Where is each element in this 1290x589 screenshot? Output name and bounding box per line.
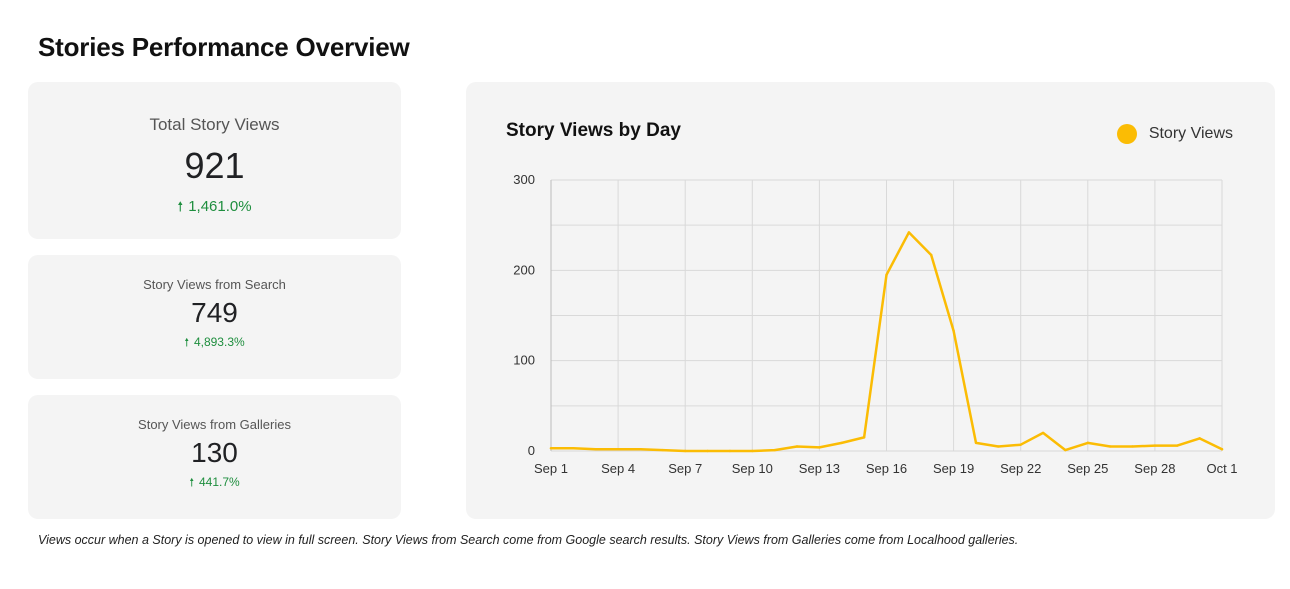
x-tick-label: Oct 1 xyxy=(1206,461,1237,476)
data-point xyxy=(706,449,709,453)
data-point xyxy=(840,441,843,445)
kpi-card-gallery-views: Story Views from Galleries 130 🠕 441.7% xyxy=(28,395,401,519)
data-point xyxy=(1176,444,1179,447)
data-point xyxy=(1198,437,1201,440)
data-point xyxy=(907,231,911,234)
data-point xyxy=(549,447,553,450)
kpi-value: 130 xyxy=(191,437,238,468)
kpi-card-search-views: Story Views from Search 749 🠕 4,893.3% xyxy=(28,255,401,379)
data-point xyxy=(1041,431,1045,435)
arrow-up-icon: 🠕 xyxy=(189,477,194,489)
y-tick-label: 0 xyxy=(528,443,535,458)
chart-card: Sep 1 Sep 4 Sep 7 Sep 10 Sep 13 Sep 16 Sep 19 S… xyxy=(466,82,1275,519)
data-point xyxy=(661,448,665,452)
data-point xyxy=(997,445,1000,448)
data-point xyxy=(818,446,821,449)
x-tick-label: Sep 16 xyxy=(866,461,907,476)
x-tick-label: Sep 7 xyxy=(668,461,702,476)
kpi-delta-value: 4,893.3% xyxy=(193,335,245,349)
data-point xyxy=(572,447,575,450)
kpi-label: Story Views from Galleries xyxy=(138,417,291,432)
legend-marker-icon xyxy=(1116,124,1137,144)
x-tick-label: Sep 13 xyxy=(799,461,840,476)
x-tick-label: Sep 1 xyxy=(534,461,568,476)
y-tick-label: 100 xyxy=(513,353,535,368)
kpi-card-total-views: Total Story Views 921 🠕 1,461.0% xyxy=(28,82,401,239)
x-tick-label: Sep 28 xyxy=(1134,461,1175,476)
x-tick-label: Sep 10 xyxy=(732,461,773,476)
data-point xyxy=(1131,445,1134,448)
x-tick-label: Sep 22 xyxy=(1000,461,1041,476)
data-point xyxy=(795,445,799,448)
data-point xyxy=(952,329,955,333)
kpi-delta: 🠕 441.7% xyxy=(28,474,401,493)
data-point xyxy=(1064,448,1067,452)
data-point xyxy=(862,436,866,439)
kpi-value: 749 xyxy=(191,297,238,328)
chart-title: Story Views by Day xyxy=(506,120,681,141)
line-chart: Sep 1 Sep 4 Sep 7 Sep 10 Sep 13 Sep 16 Sep 19 S… xyxy=(513,172,1237,476)
kpi-delta: 🠕 1,461.0% xyxy=(28,197,401,220)
arrow-up-icon: 🠕 xyxy=(177,199,184,214)
legend-label: Story Views xyxy=(1148,125,1233,142)
data-point xyxy=(1153,444,1157,447)
arrow-up-icon: 🠕 xyxy=(184,337,189,349)
data-point xyxy=(639,447,642,451)
data-point xyxy=(1086,441,1089,445)
y-tick-label: 200 xyxy=(513,262,535,277)
x-tick-label: Sep 19 xyxy=(933,461,974,476)
kpi-delta-value: 441.7% xyxy=(198,475,240,489)
kpi-value: 921 xyxy=(184,145,245,186)
kpi-delta: 🠕 4,893.3% xyxy=(28,334,401,353)
data-point xyxy=(1220,447,1224,451)
data-point xyxy=(1019,443,1022,446)
footnote: Views occur when a Story is opened to vi… xyxy=(38,533,1019,547)
data-point xyxy=(773,448,776,452)
data-point xyxy=(1108,445,1112,448)
kpi-label: Story Views from Search xyxy=(143,277,286,292)
data-point xyxy=(728,449,732,453)
data-point xyxy=(974,441,978,445)
data-point xyxy=(885,273,888,277)
kpi-delta-value: 1,461.0% xyxy=(188,198,252,215)
data-point xyxy=(594,447,597,451)
chart-legend[interactable]: Story Views xyxy=(1116,124,1233,144)
data-point xyxy=(930,253,933,257)
kpi-label: Total Story Views xyxy=(149,115,280,134)
page-title: Stories Performance Overview xyxy=(38,32,410,62)
data-point xyxy=(751,449,754,453)
data-point xyxy=(684,449,687,453)
x-tick-label: Sep 4 xyxy=(601,461,635,476)
x-tick-label: Sep 25 xyxy=(1067,461,1108,476)
data-point xyxy=(616,447,620,451)
y-tick-label: 300 xyxy=(513,172,535,187)
